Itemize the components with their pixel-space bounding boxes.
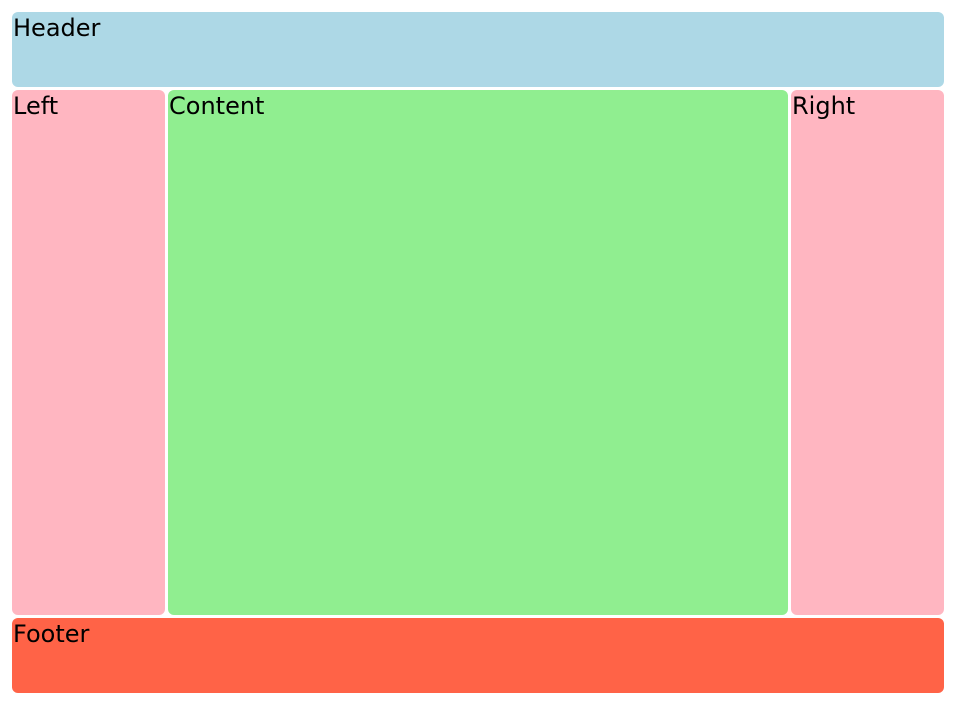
footer-label: Footer: [13, 620, 90, 648]
content-label: Content: [169, 92, 265, 120]
left-sidebar-label: Left: [13, 92, 59, 120]
header-region: Header: [12, 12, 944, 87]
right-sidebar-label: Right: [792, 92, 856, 120]
header-label: Header: [13, 14, 101, 42]
right-sidebar-region: Right: [791, 90, 944, 615]
left-sidebar-region: Left: [12, 90, 165, 615]
content-region: Content: [168, 90, 788, 615]
page-layout: Header Left Content Right Footer: [12, 12, 944, 693]
footer-region: Footer: [12, 618, 944, 693]
